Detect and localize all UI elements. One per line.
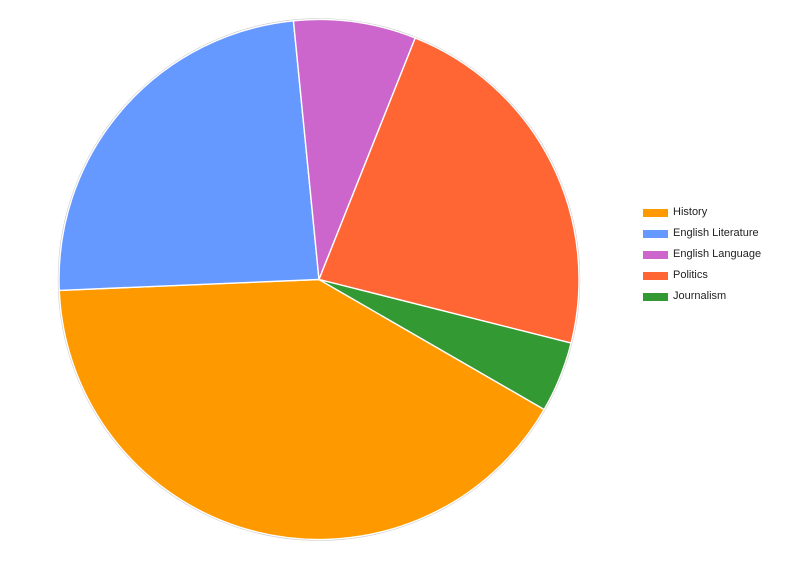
legend-label-english-literature: English Literature	[673, 227, 759, 239]
legend-label-politics: Politics	[673, 269, 708, 281]
legend-item-journalism: Journalism	[643, 290, 761, 303]
legend-item-english-literature: English Literature	[643, 227, 761, 240]
pie-slice-journalism[interactable]	[318, 278, 572, 411]
legend-label-english-language: English Language	[673, 248, 762, 260]
legend-label-history: History	[673, 206, 708, 218]
legend-label-journalism: Journalism	[673, 290, 727, 302]
pie-slice-english-language[interactable]	[292, 18, 416, 281]
pie-slice-history[interactable]	[58, 278, 545, 541]
legend-swatch-history	[643, 208, 668, 217]
legend-swatch-english-literature	[643, 229, 668, 238]
legend: History English Literature English Langu…	[643, 206, 761, 311]
legend-item-politics: Politics	[643, 269, 761, 282]
pie-slice-english-literature[interactable]	[58, 20, 320, 292]
legend-swatch-politics	[643, 271, 668, 280]
pie-slice-politics[interactable]	[318, 37, 580, 344]
legend-item-english-language: English Language	[643, 248, 761, 261]
legend-item-history: History	[643, 206, 761, 219]
legend-swatch-journalism	[643, 292, 668, 301]
pie-rim	[57, 18, 581, 541]
legend-swatch-english-language	[643, 250, 668, 259]
